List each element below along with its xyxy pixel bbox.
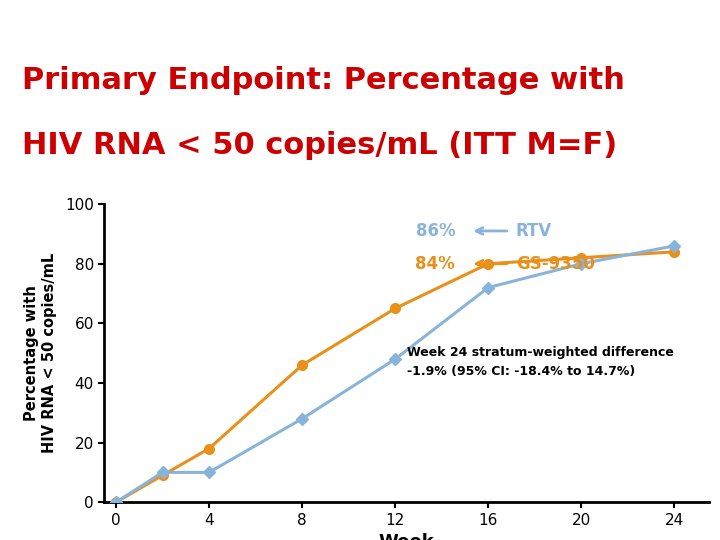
Text: 84%: 84% <box>415 255 455 273</box>
Text: GS-9350 vs. RTV with ATV + FTC/TDF: GS-9350 vs. RTV with ATV + FTC/TDF <box>7 11 252 24</box>
Text: UPDATE. 17 th CONFERENCE ON RETROVIRUSES AND OPPORTUNISTIC INFECTIONS: UPDATE. 17 th CONFERENCE ON RETROVIRUSES… <box>153 522 567 531</box>
Text: Primary Endpoint: Percentage with: Primary Endpoint: Percentage with <box>22 66 624 95</box>
Text: 86%: 86% <box>415 222 455 240</box>
X-axis label: Week: Week <box>379 533 435 540</box>
Text: RTV: RTV <box>516 222 552 240</box>
Text: HIV RNA < 50 copies/mL (ITT M=F): HIV RNA < 50 copies/mL (ITT M=F) <box>22 131 617 159</box>
Text: GS-9350: GS-9350 <box>516 255 595 273</box>
Text: Week 24 stratum-weighted difference
-1.9% (95% CI: -18.4% to 14.7%): Week 24 stratum-weighted difference -1.9… <box>407 346 674 378</box>
Y-axis label: Percentage with
HIV RNA < 50 copies/mL: Percentage with HIV RNA < 50 copies/mL <box>24 253 57 453</box>
